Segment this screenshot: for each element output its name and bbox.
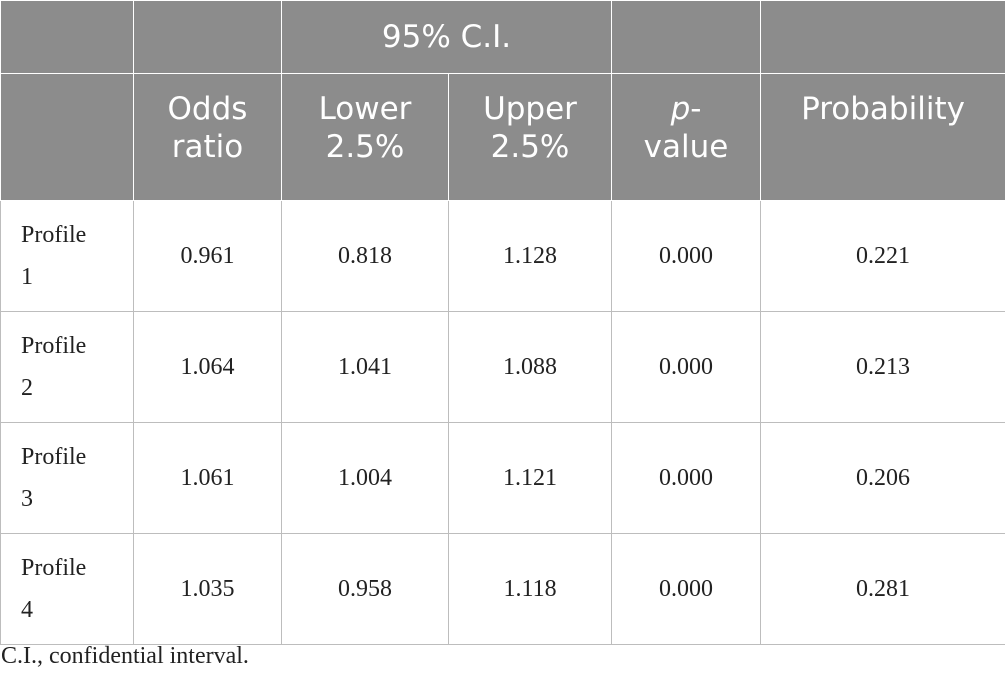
cell-lower: 0.818	[281, 200, 449, 312]
table-row: Profile 2 1.064 1.041 1.088 0.000 0.213	[0, 311, 1005, 423]
cell-upper: 1.128	[447, 200, 613, 312]
header-row-group: 95% C.I.	[0, 0, 1005, 74]
cell-probability: 0.206	[760, 422, 1005, 534]
table-footnote: C.I., confidential interval.	[1, 643, 249, 669]
cell-lower: 1.004	[281, 422, 449, 534]
cell-probability: 0.221	[760, 200, 1005, 312]
cell-odds-ratio: 1.061	[133, 422, 282, 534]
col-header-probability: Probability	[760, 73, 1005, 201]
col-header-upper: Upper 2.5%	[447, 73, 613, 201]
cell-probability: 0.213	[760, 311, 1005, 423]
row-label: Profile 4	[0, 533, 134, 645]
row-label: Profile 1	[0, 200, 134, 312]
header-empty-cell	[133, 0, 282, 74]
col-header-odds-ratio: Odds ratio	[133, 73, 282, 201]
cell-odds-ratio: 1.064	[133, 311, 282, 423]
header-empty-cell	[611, 0, 762, 74]
results-table: 95% C.I. Odds ratio Lower 2.5% Upper 2.5…	[0, 0, 1005, 645]
header-row-columns: Odds ratio Lower 2.5% Upper 2.5% p- valu…	[0, 73, 1005, 201]
cell-lower: 1.041	[281, 311, 449, 423]
cell-p-value: 0.000	[611, 200, 762, 312]
cell-probability: 0.281	[760, 533, 1005, 645]
cell-upper: 1.088	[447, 311, 613, 423]
header-empty-cell	[760, 0, 1005, 74]
cell-p-value: 0.000	[611, 533, 762, 645]
cell-p-value: 0.000	[611, 311, 762, 423]
row-label: Profile 3	[0, 422, 134, 534]
cell-upper: 1.118	[447, 533, 613, 645]
table-row: Profile 1 0.961 0.818 1.128 0.000 0.221	[0, 200, 1005, 312]
cell-lower: 0.958	[281, 533, 449, 645]
table-row: Profile 3 1.061 1.004 1.121 0.000 0.206	[0, 422, 1005, 534]
ci-group-header: 95% C.I.	[280, 0, 613, 74]
table-container: 95% C.I. Odds ratio Lower 2.5% Upper 2.5…	[0, 0, 1005, 645]
cell-odds-ratio: 1.035	[133, 533, 282, 645]
cell-odds-ratio: 0.961	[133, 200, 282, 312]
table-header: 95% C.I. Odds ratio Lower 2.5% Upper 2.5…	[0, 0, 1005, 201]
col-header-lower: Lower 2.5%	[281, 73, 449, 201]
row-label: Profile 2	[0, 311, 134, 423]
cell-upper: 1.121	[447, 422, 613, 534]
table-body: Profile 1 0.961 0.818 1.128 0.000 0.221 P…	[0, 200, 1005, 645]
table-row: Profile 4 1.035 0.958 1.118 0.000 0.281	[0, 533, 1005, 645]
header-empty-cell	[0, 73, 134, 201]
header-empty-cell	[0, 0, 134, 74]
col-header-p-value: p- value	[611, 73, 762, 201]
cell-p-value: 0.000	[611, 422, 762, 534]
